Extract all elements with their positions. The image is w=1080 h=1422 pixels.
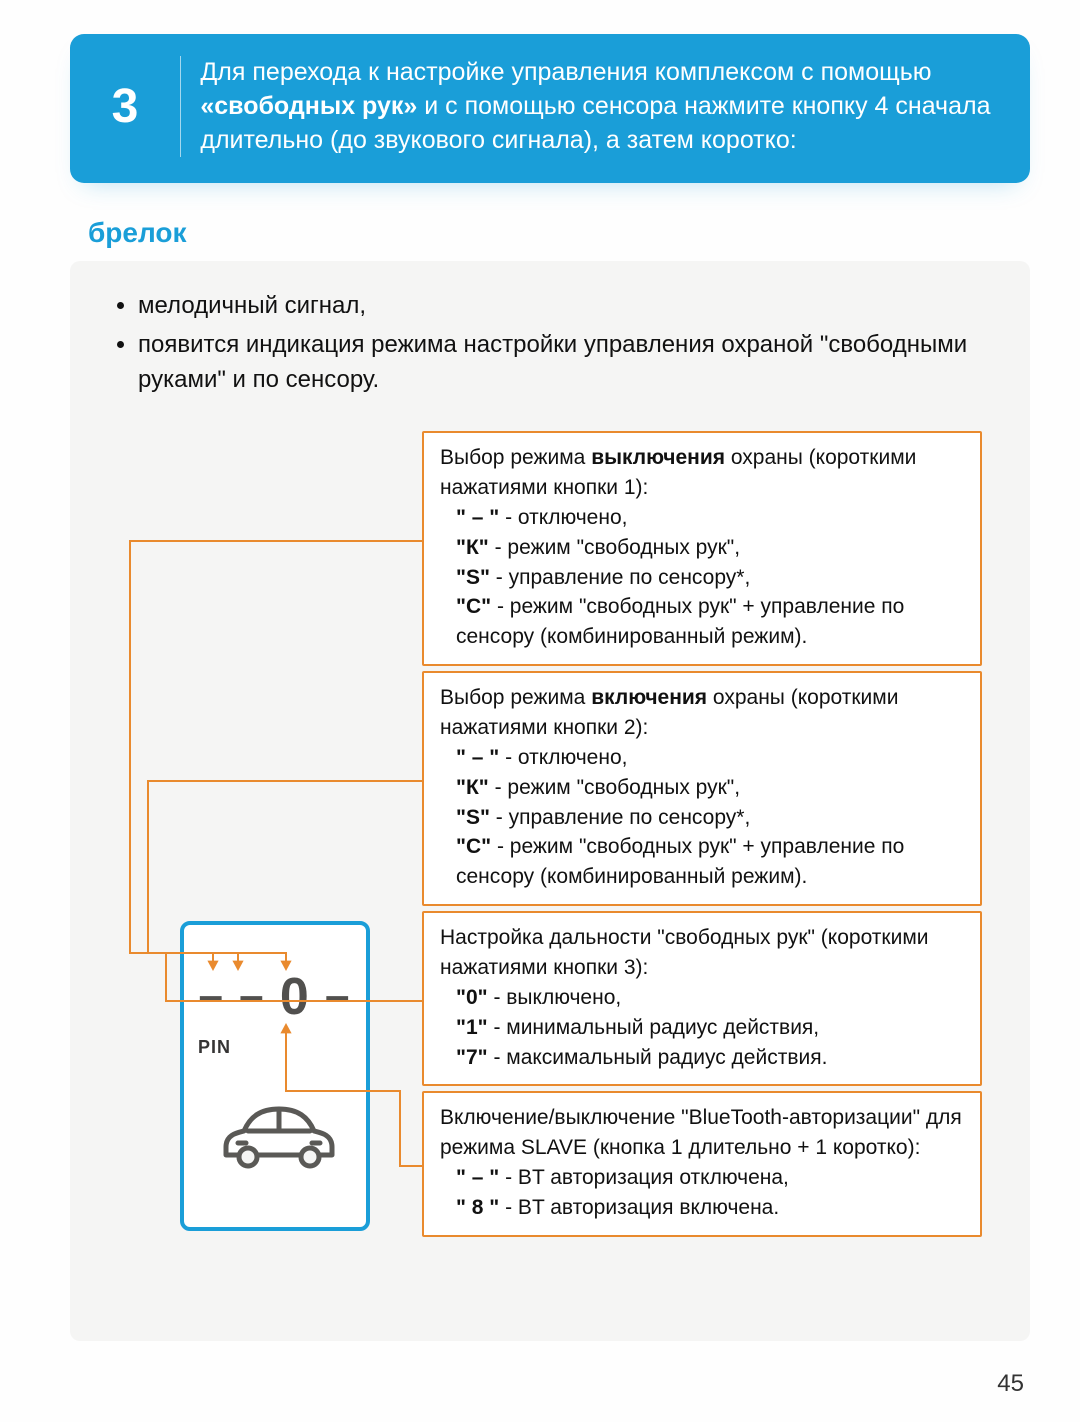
tb: включения [591, 686, 707, 709]
digit-right: – [325, 971, 351, 1020]
digit-mid: 0 [280, 975, 311, 1019]
info-opt: "0" - выключено, [440, 983, 964, 1013]
v: - максимальный радиус действия. [493, 1046, 827, 1069]
content-panel: мелодичный сигнал, появится индикация ре… [70, 261, 1030, 1341]
step-text: Для перехода к настройке управления комп… [200, 56, 1002, 157]
step-text-bold: «свободных рук» [200, 92, 417, 120]
page-number: 45 [997, 1370, 1024, 1398]
v: - минимальный радиус действия, [493, 1016, 819, 1039]
v: - BT авторизация отключена, [505, 1166, 789, 1189]
k: "7" [456, 1046, 488, 1069]
v: - выключено, [493, 986, 621, 1009]
k: "C" [456, 595, 491, 618]
pin-label: PIN [198, 1037, 231, 1058]
v: - режим "свободных рук", [495, 536, 741, 559]
bullet-item: появится индикация режима настройки упра… [138, 328, 1002, 398]
info-box-range: Настройка дальности "свободных рук" (кор… [422, 911, 982, 1086]
info-opt: "7" - максимальный радиус действия. [440, 1043, 964, 1073]
keyfob-digits: – – 0 – [184, 971, 366, 1021]
k: "1" [456, 1016, 488, 1039]
info-opt: " – " - отключено, [440, 743, 964, 773]
info-opt: " – " - BT авторизация отключена, [440, 1163, 964, 1193]
info-box-title: Настройка дальности "свободных рук" (кор… [440, 923, 964, 983]
info-opt: " 8 " - BT авторизация включена. [440, 1193, 964, 1223]
v: - отключено, [505, 746, 627, 769]
info-box-bluetooth: Включение/выключение "BlueTooth-авториза… [422, 1091, 982, 1236]
car-icon [214, 1095, 344, 1175]
t: Выбор режима [440, 686, 591, 709]
t: Выбор режима [440, 446, 591, 469]
info-box-title: Выбор режима выключения охраны (коротким… [440, 443, 964, 503]
digit-left: – – [198, 971, 265, 1020]
k: "S" [456, 566, 490, 589]
keyfob-display: – – 0 – PIN [180, 921, 370, 1231]
info-box-disarm-mode: Выбор режима выключения охраны (коротким… [422, 431, 982, 666]
k: " – " [456, 506, 499, 529]
k: "0" [456, 986, 488, 1009]
v: - режим "свободных рук" + управление по … [456, 835, 904, 888]
tb: выключения [591, 446, 725, 469]
k: " 8 " [456, 1196, 499, 1219]
step-text-pre: Для перехода к настройке управления комп… [200, 58, 931, 86]
k: "К" [456, 776, 489, 799]
step-header: 3 Для перехода к настройке управления ко… [70, 34, 1030, 183]
info-box-title: Включение/выключение "BlueTooth-авториза… [440, 1103, 964, 1163]
info-opt: "1" - минимальный радиус действия, [440, 1013, 964, 1043]
k: " – " [456, 1166, 499, 1189]
info-opt: "C" - режим "свободных рук" + управление… [440, 832, 964, 892]
section-title: брелок [88, 217, 1030, 249]
info-opt: "К" - режим "свободных рук", [440, 773, 964, 803]
k: " – " [456, 746, 499, 769]
v: - BT авторизация включена. [505, 1196, 779, 1219]
k: "К" [456, 536, 489, 559]
info-box-title: Выбор режима включения охраны (короткими… [440, 683, 964, 743]
v: - управление по сенсору*, [496, 806, 751, 829]
info-opt: "S" - управление по сенсору*, [440, 803, 964, 833]
info-opt: "S" - управление по сенсору*, [440, 563, 964, 593]
v: - управление по сенсору*, [496, 566, 751, 589]
bullet-item: мелодичный сигнал, [138, 289, 1002, 324]
v: - отключено, [505, 506, 627, 529]
info-opt: "C" - режим "свободных рук" + управление… [440, 592, 964, 652]
k: "C" [456, 835, 491, 858]
v: - режим "свободных рук" + управление по … [456, 595, 904, 648]
bullet-list: мелодичный сигнал, появится индикация ре… [114, 289, 1002, 397]
v: - режим "свободных рук", [495, 776, 741, 799]
info-box-arm-mode: Выбор режима включения охраны (короткими… [422, 671, 982, 906]
k: "S" [456, 806, 490, 829]
info-opt: " – " - отключено, [440, 503, 964, 533]
info-opt: "К" - режим "свободных рук", [440, 533, 964, 563]
step-number: 3 [70, 79, 180, 134]
